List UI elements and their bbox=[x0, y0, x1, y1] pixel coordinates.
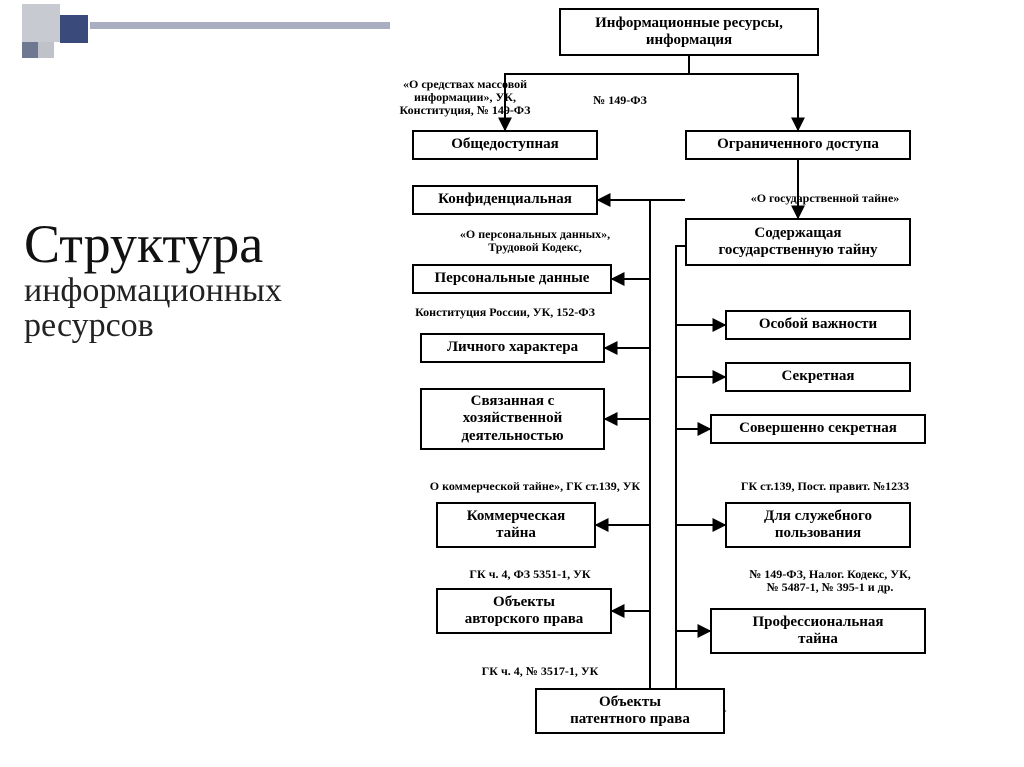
caption-c9: № 149-ФЗ, Налог. Кодекс, УК,№ 5487-1, № … bbox=[720, 568, 940, 594]
edge-14 bbox=[676, 525, 710, 631]
caption-c6: О коммерческой тайне», ГК ст.139, УК bbox=[410, 480, 660, 493]
decor-bar bbox=[90, 22, 390, 29]
title-line-3: ресурсов bbox=[24, 308, 354, 344]
node-statesecret: Содержащаягосударственную тайну bbox=[685, 218, 911, 266]
edge-1 bbox=[689, 56, 798, 130]
caption-c7: ГК ст.139, Пост. правит. №1233 bbox=[715, 480, 935, 493]
page-title: Структура информационных ресурсов bbox=[24, 216, 354, 344]
decor-square-3 bbox=[22, 42, 38, 58]
node-servuse: Для служебногопользования bbox=[725, 502, 911, 548]
node-econ: Связанная схозяйственнойдеятельностью bbox=[420, 388, 605, 450]
caption-c8: ГК ч. 4, ФЗ 5351-1, УК bbox=[445, 568, 615, 581]
decor-square-2 bbox=[60, 15, 88, 43]
caption-c3: «О государственной тайне» bbox=[720, 192, 930, 205]
decor-square-1 bbox=[22, 4, 60, 42]
node-public: Общедоступная bbox=[412, 130, 598, 160]
node-confidential: Конфиденциальная bbox=[412, 185, 598, 215]
slide: Структура информационных ресурсов Информ… bbox=[0, 0, 1024, 767]
title-line-2: информационных bbox=[24, 273, 354, 309]
node-special: Особой важности bbox=[725, 310, 911, 340]
node-topsecret: Совершенно секретная bbox=[710, 414, 926, 444]
node-profsecret: Профессиональнаятайна bbox=[710, 608, 926, 654]
title-line-1: Структура bbox=[24, 214, 263, 274]
caption-c4: «О персональных данных»,Трудовой Кодекс, bbox=[435, 228, 635, 254]
node-restricted: Ограниченного доступа bbox=[685, 130, 911, 160]
decor-square-4 bbox=[38, 42, 54, 58]
node-secret: Секретная bbox=[725, 362, 911, 392]
caption-c5: Конституция России, УК, 152-ФЗ bbox=[395, 306, 615, 319]
edge-6 bbox=[605, 348, 650, 419]
caption-c1: «О средствах массовойинформации», УК,Кон… bbox=[370, 78, 560, 118]
node-personal: Персональные данные bbox=[412, 264, 612, 294]
node-commercial: Коммерческаятайна bbox=[436, 502, 596, 548]
edge-8 bbox=[612, 525, 650, 611]
node-copyright: Объектыавторского права bbox=[436, 588, 612, 634]
flowchart: Информационные ресурсы,информация Общедос… bbox=[380, 0, 1024, 767]
edge-12 bbox=[676, 377, 710, 429]
edge-11 bbox=[676, 325, 725, 377]
node-private: Личного характера bbox=[420, 333, 605, 363]
caption-c2: № 149-ФЗ bbox=[580, 94, 660, 107]
caption-c10: ГК ч. 4, № 3517-1, УК bbox=[460, 665, 620, 678]
node-patent: Объектыпатентного права bbox=[535, 688, 725, 734]
node-root: Информационные ресурсы,информация bbox=[559, 8, 819, 56]
